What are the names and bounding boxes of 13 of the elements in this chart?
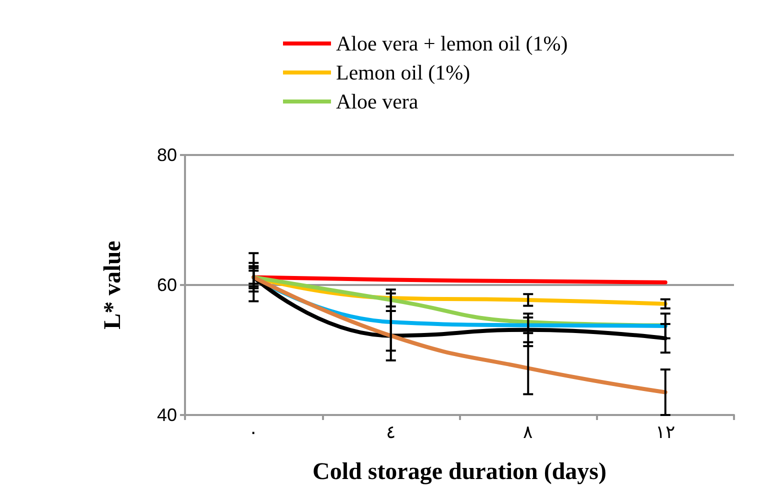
x-tick-label: ١٢ bbox=[655, 422, 676, 442]
x-axis-title: Cold storage duration (days) bbox=[312, 459, 607, 485]
x-tick-label: ٤ bbox=[386, 422, 396, 442]
x-tick-label: ٠ bbox=[248, 422, 259, 442]
y-tick-label: 60 bbox=[156, 275, 177, 295]
legend-label: Lemon oil (1%) bbox=[336, 60, 470, 84]
x-tick-label: ٨ bbox=[523, 422, 534, 442]
y-tick-label: 80 bbox=[156, 145, 177, 165]
y-axis-title: L* value bbox=[100, 240, 126, 330]
line-series bbox=[252, 275, 668, 394]
legend-label: Aloe vera bbox=[336, 90, 419, 114]
legend-label: Aloe vera + lemon oil (1%) bbox=[336, 32, 568, 56]
y-tick-label: 40 bbox=[156, 405, 177, 425]
